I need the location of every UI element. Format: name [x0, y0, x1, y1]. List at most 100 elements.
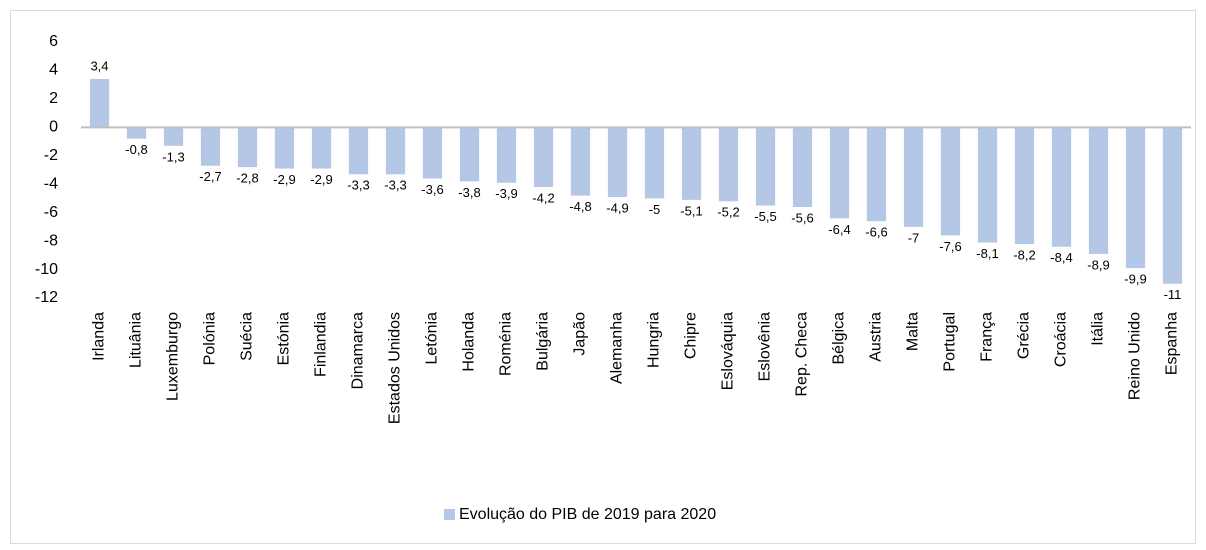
legend-swatch	[444, 509, 455, 520]
bar	[792, 127, 813, 207]
data-label: -9,9	[1124, 272, 1146, 287]
x-tick-label: Dinamarca	[350, 312, 367, 389]
x-tick-label: Holanda	[461, 312, 478, 372]
data-label: -2,7	[199, 169, 221, 184]
bar	[163, 127, 184, 146]
x-tick-label: Grécia	[1016, 312, 1033, 359]
bar	[459, 127, 480, 182]
y-tick-label: -8	[44, 232, 58, 249]
y-tick-label: -10	[35, 261, 58, 278]
x-tick-label: Luxemburgo	[165, 312, 182, 401]
data-label: -5,1	[680, 203, 702, 218]
y-tick-label: -2	[44, 147, 58, 164]
x-tick-label: Portugal	[942, 312, 959, 372]
data-label: -5,2	[717, 205, 739, 220]
bar	[607, 127, 628, 198]
bar	[829, 127, 850, 219]
bar	[126, 127, 147, 139]
y-tick-label: 6	[49, 33, 58, 50]
x-tick-label: Rep. Checa	[794, 312, 811, 397]
data-label: -4,9	[606, 200, 628, 215]
x-tick-label: Irlanda	[91, 312, 108, 361]
x-tick-label: Alemanha	[609, 312, 626, 384]
bar	[237, 127, 258, 168]
y-tick-label: 4	[49, 62, 58, 79]
data-label: -0,8	[125, 142, 147, 157]
x-tick-label: Estónia	[276, 312, 293, 365]
x-tick-label: Hungria	[646, 312, 663, 368]
y-tick-label: -6	[44, 204, 58, 221]
chart-border	[10, 10, 1196, 544]
bar	[422, 127, 443, 179]
bar	[681, 127, 702, 200]
legend-label: Evolução do PIB de 2019 para 2020	[459, 506, 716, 523]
data-label: -3,9	[495, 186, 517, 201]
data-label: -8,1	[976, 246, 998, 261]
x-tick-label: Croácia	[1053, 312, 1070, 367]
x-tick-label: Reino Unido	[1127, 312, 1144, 400]
bar	[1088, 127, 1109, 254]
y-tick-label: -12	[35, 289, 58, 306]
bar	[718, 127, 739, 202]
data-label: -7,6	[939, 239, 961, 254]
x-tick-label: Japão	[572, 312, 589, 356]
bar	[533, 127, 554, 188]
bar	[200, 127, 221, 166]
x-tick-label: Bélgica	[831, 312, 848, 365]
x-tick-label: Chipre	[683, 312, 700, 359]
data-label: -2,9	[310, 172, 332, 187]
data-label: -3,6	[421, 182, 443, 197]
bar	[1162, 127, 1183, 284]
x-tick-label: Polónia	[202, 312, 219, 365]
bar	[755, 127, 776, 206]
data-label: -2,8	[236, 171, 258, 186]
bar	[274, 127, 295, 169]
bar	[348, 127, 369, 175]
bar	[644, 127, 665, 199]
x-tick-label: Roménia	[498, 312, 515, 376]
bar	[1051, 127, 1072, 247]
bar	[866, 127, 887, 222]
data-label: -4,8	[569, 199, 591, 214]
bar	[1125, 127, 1146, 269]
x-tick-label: Finlandia	[313, 312, 330, 377]
data-label: -5,6	[791, 210, 813, 225]
data-label: -6,4	[828, 222, 850, 237]
data-label: -3,3	[384, 178, 406, 193]
data-label: -2,9	[273, 172, 295, 187]
data-label: -4,2	[532, 191, 554, 206]
data-label: -6,6	[865, 225, 887, 240]
data-label: -11	[1164, 287, 1182, 302]
x-tick-label: Eslováquia	[720, 312, 737, 390]
x-tick-label: Letónia	[424, 312, 441, 365]
bar	[89, 78, 110, 128]
data-label: -8,4	[1050, 250, 1072, 265]
data-label: -5,5	[754, 209, 776, 224]
data-label: -7	[908, 230, 920, 245]
bar	[940, 127, 961, 236]
bar	[977, 127, 998, 243]
x-tick-label: Suécia	[239, 312, 256, 361]
x-tick-label: Espanha	[1164, 312, 1181, 375]
bar	[496, 127, 517, 183]
data-label: -1,3	[162, 149, 184, 164]
bar	[1014, 127, 1035, 244]
x-tick-label: França	[979, 312, 996, 362]
x-tick-label: Estados Unidos	[387, 312, 404, 424]
bar	[385, 127, 406, 175]
y-tick-label: 0	[49, 119, 58, 136]
data-label: 3,4	[90, 58, 108, 73]
data-label: -3,3	[347, 178, 369, 193]
x-tick-label: Eslovênia	[757, 312, 774, 381]
x-tick-label: Malta	[905, 312, 922, 351]
bar	[903, 127, 924, 227]
data-label: -5	[649, 202, 661, 217]
x-tick-label: Itália	[1090, 312, 1107, 346]
bar	[570, 127, 591, 196]
y-tick-label: -4	[44, 175, 58, 192]
x-tick-label: Lituânia	[128, 312, 145, 368]
data-label: -8,9	[1087, 257, 1109, 272]
y-tick-label: 2	[49, 90, 58, 107]
x-tick-label: Austria	[868, 312, 885, 362]
